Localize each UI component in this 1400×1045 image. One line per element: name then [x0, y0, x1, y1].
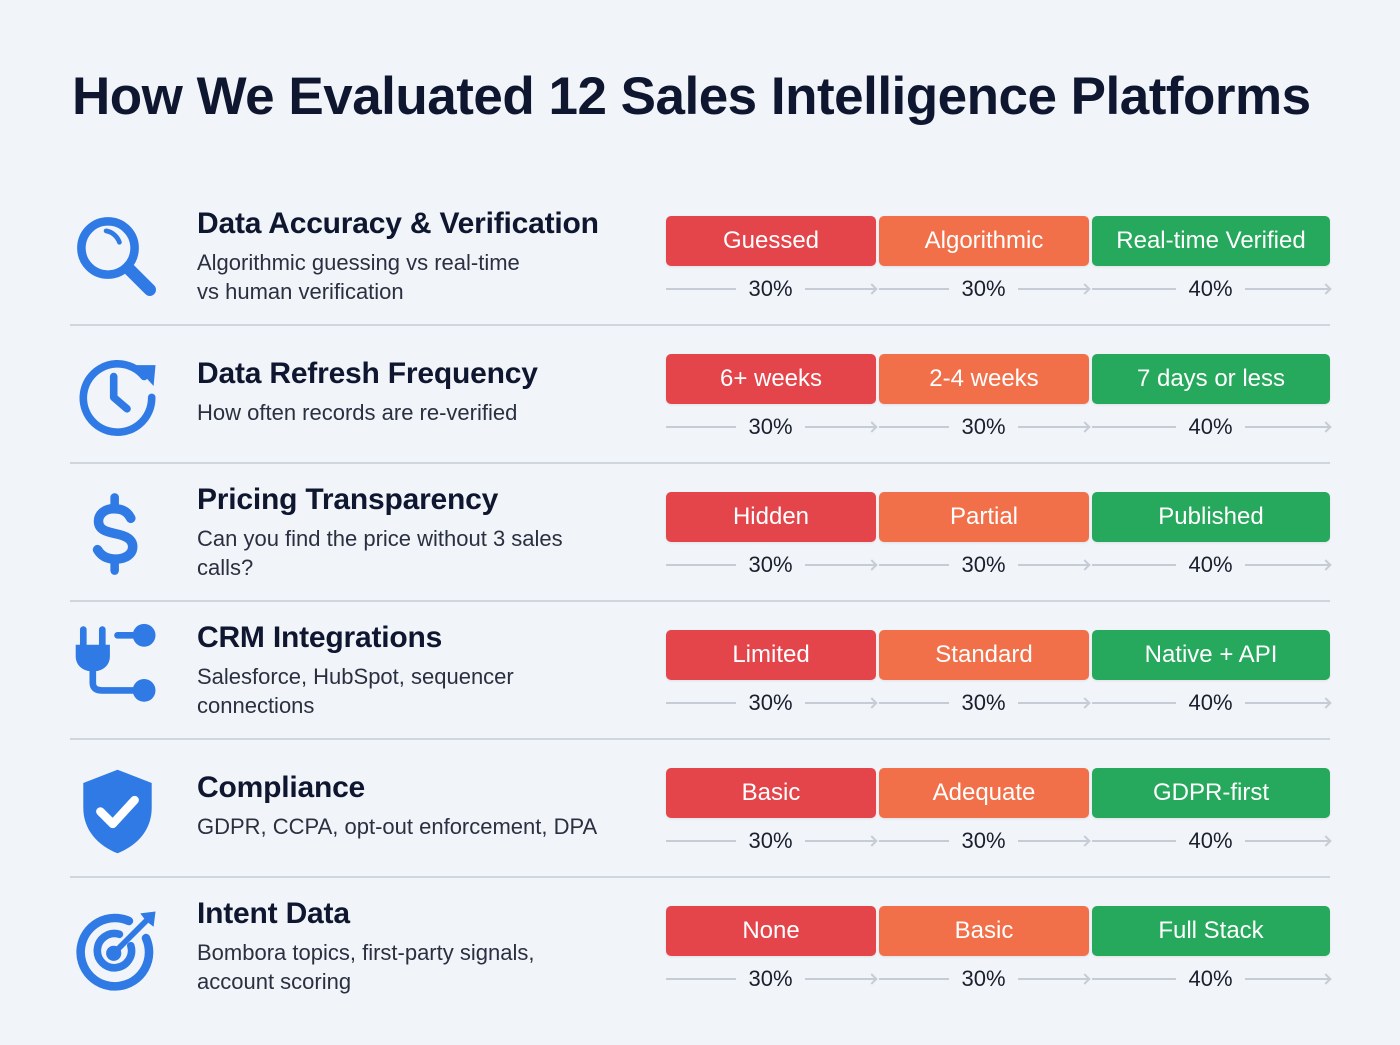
arrow-right-icon	[866, 973, 878, 985]
arrow-right-icon	[1320, 421, 1332, 433]
criterion-row: Compliance GDPR, CCPA, opt-out enforceme…	[70, 740, 1332, 878]
arrow-right-icon	[866, 697, 878, 709]
level-high: Full Stack	[1092, 906, 1330, 956]
criterion-title: Intent Data	[197, 897, 350, 930]
arrow-right-icon	[1320, 559, 1332, 571]
arrow-right-icon	[1320, 283, 1332, 295]
weight-mid: 30%	[879, 964, 1091, 994]
weight-mid: 30%	[879, 826, 1091, 856]
level-low: Hidden	[666, 492, 876, 542]
weight-mid: 30%	[879, 274, 1091, 304]
arrow-right-icon	[866, 835, 878, 847]
weight-mid: 30%	[879, 688, 1091, 718]
weight-mid: 30%	[879, 412, 1091, 442]
level-mid: Standard	[879, 630, 1089, 680]
level-low: 6+ weeks	[666, 354, 876, 404]
arrow-right-icon	[866, 559, 878, 571]
arrow-right-icon	[866, 283, 878, 295]
level-mid: 2-4 weeks	[879, 354, 1089, 404]
criterion-title: Data Refresh Frequency	[197, 357, 538, 390]
level-high: Published	[1092, 492, 1330, 542]
criterion-description: Algorithmic guessing vs real-time vs huma…	[197, 250, 520, 304]
level-mid: Algorithmic	[879, 216, 1089, 266]
weight-low: 30%	[666, 274, 878, 304]
criterion-row: CRM Integrations Salesforce, HubSpot, se…	[70, 602, 1332, 740]
level-mid: Basic	[879, 906, 1089, 956]
weight-high: 40%	[1092, 412, 1332, 442]
arrow-right-icon	[1079, 973, 1091, 985]
level-low: None	[666, 906, 876, 956]
level-low: Basic	[666, 768, 876, 818]
shield-check-icon	[70, 764, 165, 859]
level-high: 7 days or less	[1092, 354, 1330, 404]
criterion-row: Data Refresh Frequency How often records…	[70, 326, 1332, 464]
criteria-list: Data Accuracy & Verification Algorithmic…	[70, 188, 1332, 1016]
level-low: Guessed	[666, 216, 876, 266]
criterion-row: Intent Data Bombora topics, first-party …	[70, 878, 1332, 1016]
target-arrow-icon	[70, 902, 165, 997]
level-mid: Adequate	[879, 768, 1089, 818]
level-mid: Partial	[879, 492, 1089, 542]
plug-connection-icon	[70, 622, 165, 717]
criterion-description: Salesforce, HubSpot, sequencer connection…	[197, 664, 514, 718]
criterion-description: GDPR, CCPA, opt-out enforcement, DPA	[197, 814, 598, 839]
criterion-description: How often records are re-verified	[197, 400, 518, 425]
weight-low: 30%	[666, 412, 878, 442]
criterion-title: Pricing Transparency	[197, 483, 499, 516]
weight-low: 30%	[666, 688, 878, 718]
level-high: GDPR-first	[1092, 768, 1330, 818]
criterion-row: Pricing Transparency Can you find the pr…	[70, 464, 1332, 602]
arrow-right-icon	[1320, 697, 1332, 709]
arrow-right-icon	[1320, 835, 1332, 847]
arrow-right-icon	[1079, 559, 1091, 571]
criterion-title: CRM Integrations	[197, 621, 443, 654]
arrow-right-icon	[1079, 283, 1091, 295]
criterion-description: Bombora topics, first-party signals, acco…	[197, 940, 535, 994]
level-high: Real-time Verified	[1092, 216, 1330, 266]
weight-low: 30%	[666, 550, 878, 580]
weight-high: 40%	[1092, 826, 1332, 856]
criterion-title: Data Accuracy & Verification	[197, 207, 599, 240]
page-title: How We Evaluated 12 Sales Intelligence P…	[72, 67, 1311, 126]
arrow-right-icon	[1320, 973, 1332, 985]
magnifier-icon	[70, 210, 165, 305]
level-high: Native + API	[1092, 630, 1330, 680]
clock-refresh-icon	[70, 348, 165, 443]
weight-high: 40%	[1092, 274, 1332, 304]
arrow-right-icon	[1079, 697, 1091, 709]
arrow-right-icon	[866, 421, 878, 433]
weight-high: 40%	[1092, 688, 1332, 718]
weight-low: 30%	[666, 826, 878, 856]
arrow-right-icon	[1079, 421, 1091, 433]
criterion-row: Data Accuracy & Verification Algorithmic…	[70, 188, 1332, 326]
weight-high: 40%	[1092, 964, 1332, 994]
dollar-icon	[70, 486, 165, 581]
arrow-right-icon	[1079, 835, 1091, 847]
weight-high: 40%	[1092, 550, 1332, 580]
criterion-description: Can you find the price without 3 sales ca…	[197, 526, 563, 580]
criterion-title: Compliance	[197, 771, 366, 804]
level-low: Limited	[666, 630, 876, 680]
weight-mid: 30%	[879, 550, 1091, 580]
weight-low: 30%	[666, 964, 878, 994]
